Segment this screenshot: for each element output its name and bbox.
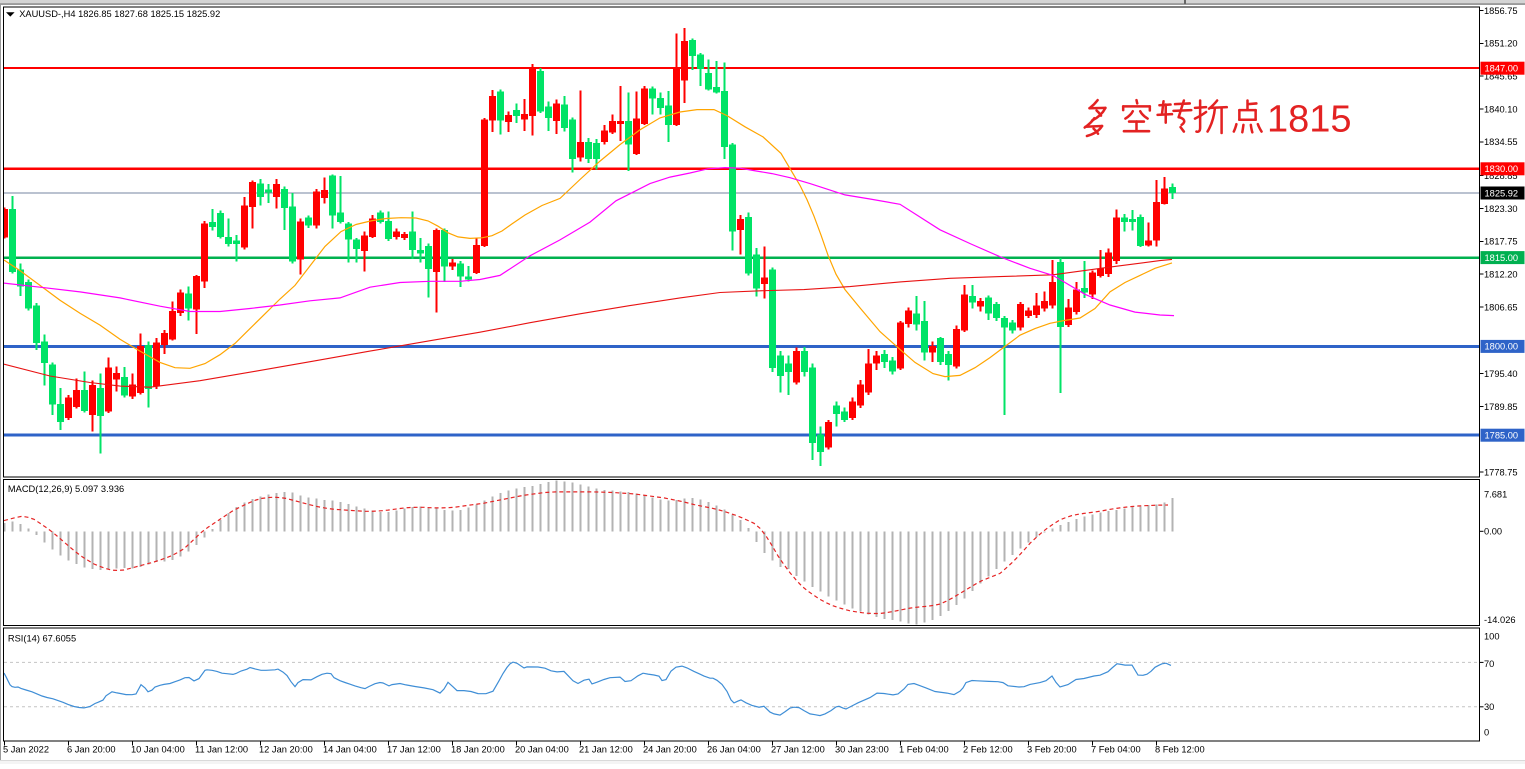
svg-text:7 Feb 04:00: 7 Feb 04:00	[1091, 745, 1141, 755]
svg-text:70: 70	[1484, 659, 1494, 669]
svg-text:MACD(12,26,9) 5.097 3.936: MACD(12,26,9) 5.097 3.936	[8, 484, 124, 494]
svg-text:20 Jan 04:00: 20 Jan 04:00	[515, 745, 569, 755]
svg-text:5 Jan 2022: 5 Jan 2022	[3, 745, 49, 755]
svg-text:1840.10: 1840.10	[1484, 104, 1518, 114]
svg-text:30: 30	[1484, 702, 1494, 712]
svg-text:1856.75: 1856.75	[1484, 6, 1518, 16]
svg-text:3 Feb 20:00: 3 Feb 20:00	[1027, 745, 1077, 755]
svg-text:6 Jan 20:00: 6 Jan 20:00	[67, 745, 116, 755]
svg-text:XAUUSD-,H4 1826.85 1827.68 18: XAUUSD-,H4 1826.85 1827.68 1825.15 1825.…	[19, 9, 220, 19]
svg-text:1789.85: 1789.85	[1484, 402, 1518, 412]
svg-text:17 Jan 12:00: 17 Jan 12:00	[387, 745, 441, 755]
svg-text:14 Jan 04:00: 14 Jan 04:00	[323, 745, 377, 755]
svg-text:1795.40: 1795.40	[1484, 369, 1518, 379]
svg-text:30 Jan 23:00: 30 Jan 23:00	[835, 745, 889, 755]
svg-text:1851.20: 1851.20	[1484, 39, 1518, 49]
svg-text:0.00: 0.00	[1484, 526, 1502, 536]
svg-text:11 Jan 12:00: 11 Jan 12:00	[195, 745, 248, 755]
svg-text:1825.92: 1825.92	[1485, 188, 1519, 198]
svg-text:RSI(14) 67.6055: RSI(14) 67.6055	[8, 634, 76, 644]
svg-text:1812.20: 1812.20	[1484, 269, 1518, 279]
svg-text:18 Jan 20:00: 18 Jan 20:00	[451, 745, 505, 755]
svg-text:10 Jan 04:00: 10 Jan 04:00	[131, 745, 185, 755]
svg-text:7.681: 7.681	[1484, 489, 1507, 499]
svg-text:-14.026: -14.026	[1484, 615, 1516, 625]
svg-text:1834.55: 1834.55	[1484, 137, 1518, 147]
svg-text:1800.00: 1800.00	[1485, 342, 1519, 352]
svg-text:1847.00: 1847.00	[1485, 64, 1519, 74]
svg-text:21 Jan 12:00: 21 Jan 12:00	[579, 745, 633, 755]
svg-text:26 Jan 04:00: 26 Jan 04:00	[707, 745, 761, 755]
svg-text:2 Feb 12:00: 2 Feb 12:00	[963, 745, 1013, 755]
svg-text:1815.00: 1815.00	[1485, 253, 1519, 263]
svg-text:0: 0	[1484, 727, 1489, 737]
svg-text:100: 100	[1484, 631, 1500, 641]
svg-text:1817.75: 1817.75	[1484, 237, 1518, 247]
svg-text:1806.65: 1806.65	[1484, 302, 1518, 312]
svg-text:1815: 1815	[1267, 99, 1352, 141]
svg-text:12 Jan 20:00: 12 Jan 20:00	[259, 745, 313, 755]
svg-text:27 Jan 12:00: 27 Jan 12:00	[771, 745, 825, 755]
svg-text:1778.75: 1778.75	[1484, 467, 1518, 477]
svg-text:1830.00: 1830.00	[1485, 164, 1519, 174]
svg-text:1785.00: 1785.00	[1485, 430, 1519, 440]
svg-text:1828.85: 1828.85	[1484, 171, 1518, 181]
svg-text:1845.65: 1845.65	[1484, 71, 1518, 81]
svg-text:24 Jan 20:00: 24 Jan 20:00	[643, 745, 697, 755]
svg-text:8 Feb 12:00: 8 Feb 12:00	[1155, 745, 1205, 755]
svg-text:1823.30: 1823.30	[1484, 204, 1518, 214]
svg-text:1 Feb 04:00: 1 Feb 04:00	[899, 745, 949, 755]
